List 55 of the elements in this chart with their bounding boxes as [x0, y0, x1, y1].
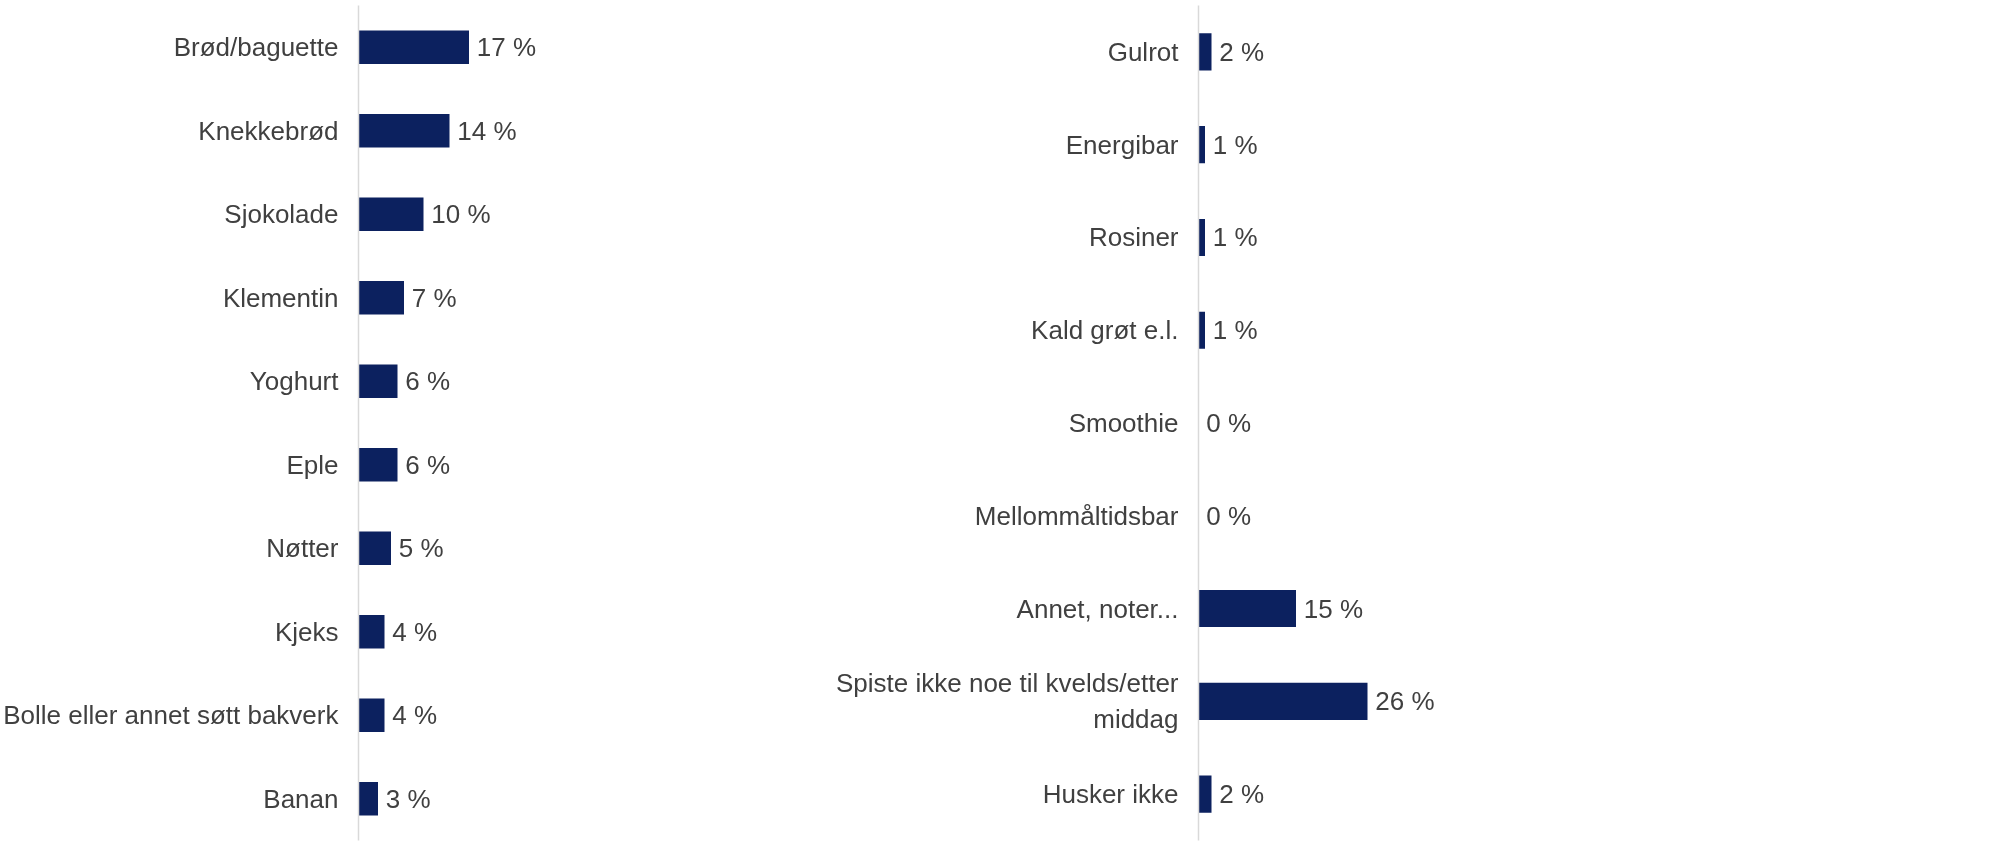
data-label: 1 %	[1212, 315, 1258, 346]
data-label: 1 %	[1212, 129, 1258, 160]
bar	[358, 782, 378, 816]
y-tick-label: Klementin	[222, 282, 339, 313]
data-label: 2 %	[1219, 36, 1265, 67]
data-label: 1 %	[1212, 222, 1258, 253]
data-label: 0 %	[1206, 408, 1252, 438]
bar	[358, 531, 391, 565]
data-label: 14 %	[457, 115, 517, 146]
y-tick-label: Energibar	[1065, 129, 1179, 160]
data-label: 17 %	[476, 32, 537, 63]
y-tick-label: Smoothie	[1068, 408, 1179, 438]
bar	[358, 364, 398, 398]
data-label: 4 %	[392, 616, 438, 647]
data-label: 7 %	[411, 282, 457, 313]
bar	[358, 281, 404, 315]
bar	[358, 615, 385, 649]
data-label: 26 %	[1375, 686, 1435, 717]
y-tick-label: Brød/baguette	[173, 32, 339, 63]
bar	[358, 197, 424, 231]
data-label: 6 %	[405, 449, 451, 480]
y-tick-label: Sjokolade	[224, 199, 339, 230]
y-tick-label: Kjeks	[274, 616, 339, 647]
bar	[1198, 33, 1212, 71]
y-tick-label: Bolle eller annet søtt bakverk	[3, 700, 340, 731]
data-label: 2 %	[1219, 779, 1265, 810]
data-label: 4 %	[392, 700, 438, 731]
bar	[358, 114, 450, 148]
y-tick-label: Rosiner	[1088, 222, 1179, 253]
bar	[358, 448, 398, 482]
bar	[1198, 682, 1368, 720]
y-tick-label: Annet, noter...	[1016, 593, 1179, 624]
data-label: 6 %	[405, 366, 451, 397]
bar	[358, 30, 469, 64]
data-label: 10 %	[431, 199, 491, 230]
y-tick-label: Gulrot	[1107, 36, 1180, 67]
bar	[1198, 218, 1205, 256]
y-tick-label: Spiste ikke noe til kvelds/etter middag	[836, 668, 1179, 735]
data-label: 0 %	[1206, 500, 1252, 531]
y-tick-label: Eple	[286, 449, 339, 480]
bar	[1198, 590, 1296, 628]
bar	[1198, 311, 1205, 349]
y-tick-label: Knekkebrød	[198, 115, 339, 146]
data-label: 15 %	[1303, 593, 1364, 624]
y-tick-label: Mellommåltidsbar	[974, 500, 1179, 531]
y-tick-label: Nøtter	[266, 533, 339, 564]
bar	[1198, 126, 1205, 164]
data-label: 3 %	[385, 783, 431, 814]
data-label: 5 %	[398, 533, 444, 564]
y-tick-label: Yoghurt	[249, 366, 340, 397]
y-tick-label: Banan	[263, 783, 339, 814]
y-tick-label: Kald grøt e.l.	[1031, 315, 1179, 346]
y-tick-label: Husker ikke	[1042, 779, 1179, 810]
bar	[1198, 775, 1212, 813]
bar	[358, 698, 385, 732]
